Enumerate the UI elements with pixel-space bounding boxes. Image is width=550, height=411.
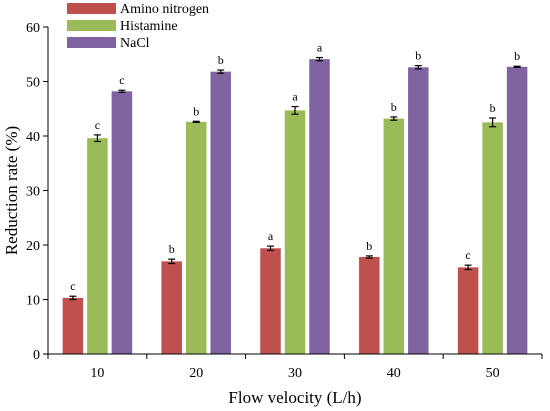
- significance-label: b: [514, 49, 520, 63]
- significance-label: b: [218, 53, 224, 67]
- significance-label: a: [268, 229, 274, 243]
- significance-label: c: [70, 279, 75, 293]
- significance-label: b: [391, 100, 397, 114]
- bar: [408, 67, 429, 354]
- y-tick-label: 10: [26, 294, 40, 309]
- x-axis-ticks: 10 20 30 40 50: [47, 354, 543, 381]
- significance-label: c: [95, 118, 100, 132]
- legend-swatch: [67, 37, 116, 48]
- x-tick-label: 10: [90, 366, 104, 381]
- bar: [506, 66, 528, 354]
- bar: [62, 297, 84, 354]
- legend-label: NaCl: [120, 36, 150, 51]
- y-axis-ticks: 0 10 20 30 40 50 60: [26, 21, 48, 363]
- significance-label: b: [193, 104, 199, 118]
- bar: [359, 256, 380, 354]
- bar: [309, 59, 330, 354]
- legend-swatch: [67, 3, 116, 14]
- axes: [47, 27, 542, 355]
- significance-label: a: [317, 41, 323, 55]
- significance-label: b: [366, 239, 372, 253]
- significance-label: b: [415, 49, 421, 63]
- bar-series-group: c c c b b b a a a b b b c b b: [62, 41, 528, 354]
- y-tick-label: 50: [26, 76, 40, 91]
- bar: [457, 267, 479, 354]
- significance-label: a: [292, 90, 298, 104]
- y-axis-title: Reduction rate (%): [2, 126, 21, 255]
- legend-label: Histamine: [120, 19, 178, 34]
- legend-swatch: [67, 20, 116, 31]
- bar: [87, 138, 108, 354]
- bar: [111, 91, 133, 354]
- x-tick-label: 20: [189, 366, 203, 381]
- y-tick-label: 40: [26, 130, 40, 145]
- bar: [260, 248, 281, 354]
- bar: [383, 118, 405, 354]
- x-tick-label: 30: [288, 366, 302, 381]
- bar: [185, 121, 207, 354]
- significance-label: c: [119, 73, 124, 87]
- y-tick-label: 20: [26, 239, 40, 254]
- significance-label: b: [490, 101, 496, 115]
- bar: [161, 261, 182, 354]
- x-tick-label: 40: [387, 366, 401, 381]
- y-tick-label: 60: [26, 21, 40, 36]
- significance-label: b: [169, 242, 175, 256]
- y-tick-label: 0: [33, 348, 40, 363]
- legend: Amino nitrogen Histamine NaCl: [67, 2, 209, 51]
- bar: [482, 122, 503, 354]
- x-tick-label: 50: [486, 366, 500, 381]
- bar: [284, 110, 306, 354]
- legend-label: Amino nitrogen: [120, 2, 209, 17]
- y-tick-label: 30: [26, 185, 40, 200]
- significance-label: c: [465, 248, 470, 262]
- bar: [210, 71, 231, 354]
- x-axis-title: Flow velocity (L/h): [228, 388, 361, 407]
